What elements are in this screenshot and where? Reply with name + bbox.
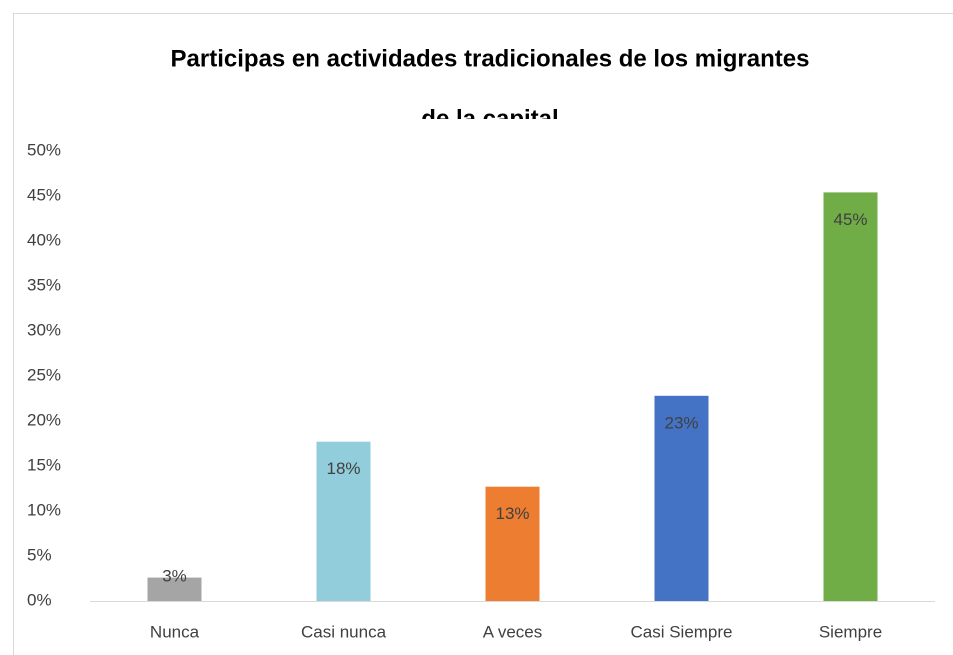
chart-title: Participas en actividades tradicionales … <box>171 45 810 72</box>
bar <box>654 395 709 601</box>
y-tick-label: 45% <box>27 185 61 204</box>
x-tick-label: Casi nunca <box>301 622 387 641</box>
y-tick-label: 35% <box>27 275 61 294</box>
data-label: 13% <box>495 504 529 523</box>
y-tick-label: 10% <box>27 500 61 519</box>
data-label: 18% <box>326 459 360 478</box>
bar <box>823 192 878 601</box>
y-tick-label: 50% <box>27 140 61 159</box>
y-tick-label: 40% <box>27 230 61 249</box>
bar <box>485 486 540 601</box>
y-tick-label: 5% <box>27 545 52 564</box>
data-label: 45% <box>833 210 867 229</box>
y-tick-label: 0% <box>27 590 52 609</box>
x-tick-label: Nunca <box>150 622 200 641</box>
y-tick-label: 15% <box>27 455 61 474</box>
bar <box>316 441 371 601</box>
bar <box>147 577 202 601</box>
x-tick-label: A veces <box>483 622 543 641</box>
data-label: 3% <box>162 566 187 585</box>
y-tick-label: 20% <box>27 410 61 429</box>
x-tick-label: Siempre <box>819 622 882 641</box>
chart-title: de la capital <box>421 105 558 132</box>
chart-frame <box>13 13 953 655</box>
y-tick-label: 25% <box>27 365 61 384</box>
data-label: 23% <box>664 413 698 432</box>
x-tick-label: Casi Siempre <box>630 622 732 641</box>
y-tick-label: 30% <box>27 320 61 339</box>
